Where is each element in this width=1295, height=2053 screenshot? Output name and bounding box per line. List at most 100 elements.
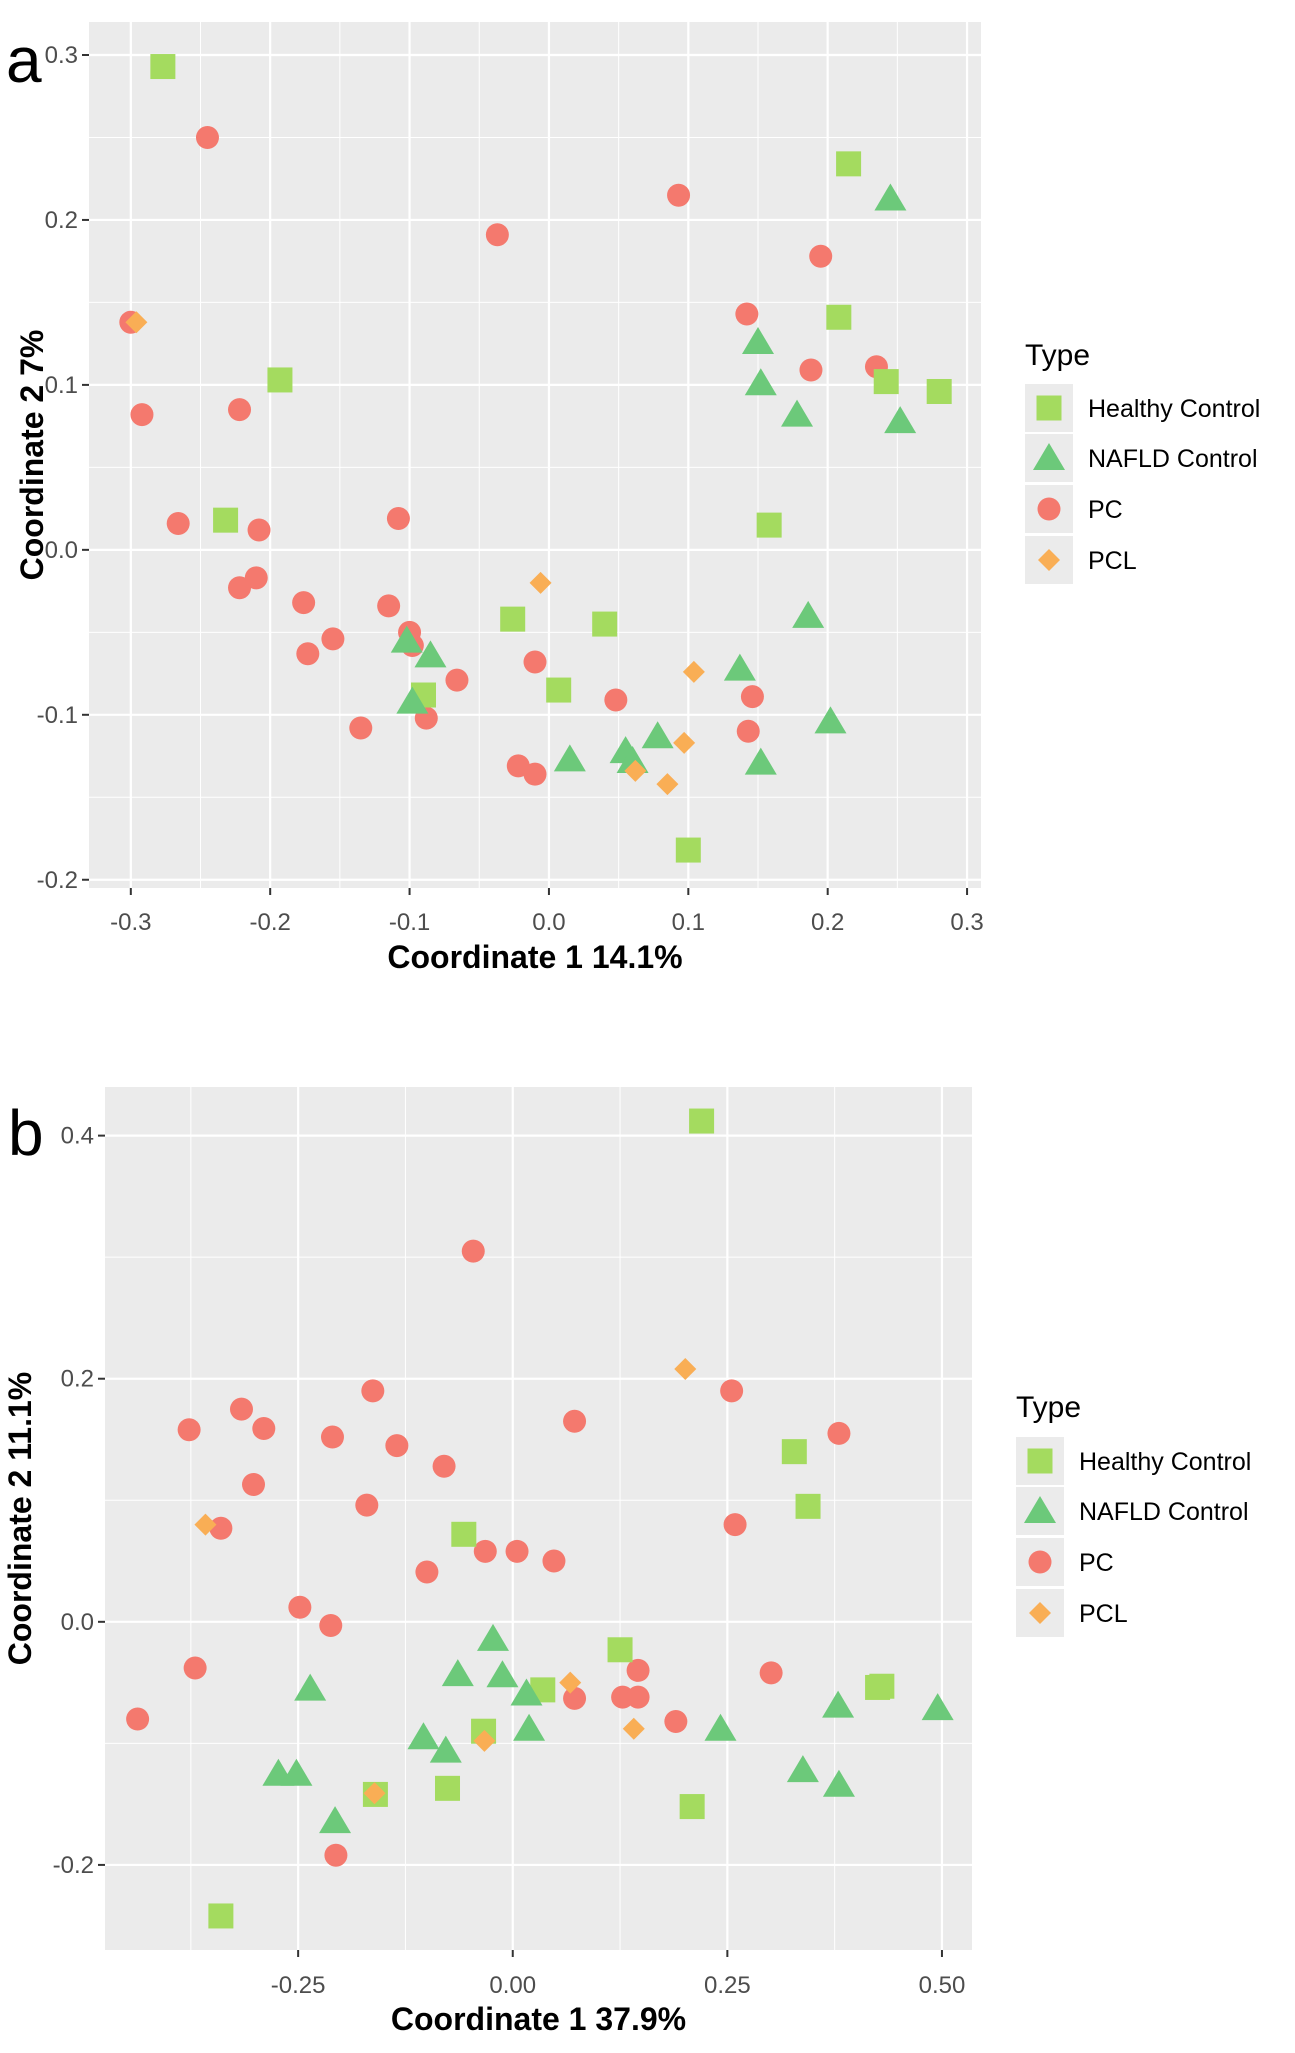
pc-point [736,719,760,743]
x-tick-label: -0.2 [250,909,291,936]
healthy-control-point [451,1521,477,1547]
healthy-control-point [208,1903,234,1929]
y-tick-label: -0.2 [37,867,78,894]
pc-point [209,1516,233,1540]
pc-point [130,403,154,427]
panel-label: b [8,1097,44,1169]
pc-point [505,1539,529,1563]
legend-item-pc: PC [1025,485,1123,533]
pc-point [324,1843,348,1867]
legend-key-circle [1037,497,1061,521]
nafld-control-point [280,1758,313,1786]
pc-point [288,1595,312,1619]
nafld-control-point [429,1735,462,1763]
nafld-control-point [477,1623,510,1651]
x-tick-label: 0.1 [672,909,705,936]
pc-point [361,1379,385,1403]
x-tick-label: 0.3 [950,909,983,936]
healthy-control-point [781,1439,807,1465]
series-pc [126,1239,851,1867]
pc-point [809,244,833,268]
pc-point [177,1418,201,1442]
pcl-point [194,1513,217,1536]
plot-background [89,22,981,888]
pcl-point [622,1717,645,1740]
pc-point [377,594,401,618]
nafld-control-point [874,183,907,211]
healthy-control-point [795,1493,821,1519]
healthy-control-point [500,606,526,632]
x-tick-label: -0.1 [389,909,430,936]
pc-point [247,518,271,542]
pc-point [195,125,219,149]
nafld-control-point [723,653,756,681]
x-axis-title: Coordinate 1 14.1% [387,939,682,975]
nafld-control-point [441,1659,474,1687]
pc-point [242,1472,266,1496]
nafld-control-point [319,1806,352,1834]
nafld-control-point [414,640,447,668]
pc-point [445,668,469,692]
healthy-control-point [213,507,239,533]
nafld-control-point [704,1713,737,1741]
pc-point [563,1409,587,1433]
pc-point [319,1613,343,1637]
nafld-control-point [822,1769,855,1797]
legend-key-triangle [1024,1496,1056,1523]
y-axis-title: Coordinate 2 7% [14,330,50,581]
pc-point [355,1493,379,1517]
pc-point [126,1707,150,1731]
pcl-point [674,1357,697,1380]
healthy-control-point [607,1637,633,1663]
legend-key-diamond [1038,549,1060,571]
pc-point [626,1658,650,1682]
nafld-control-point [744,368,777,396]
series-pcl [194,1357,697,1805]
y-axis-title: Coordinate 2 11.1% [2,1372,38,1665]
pc-point [485,223,509,247]
pc-point [799,358,823,382]
y-tick-label: 0.4 [61,1123,94,1150]
pcl-point [363,1782,386,1805]
pc-point [386,507,410,531]
healthy-control-point [869,1673,895,1699]
legend: Type Healthy Control NAFLD Control PC PCL [1025,339,1260,584]
pc-point [523,762,547,786]
x-tick-label: 0.2 [811,909,844,936]
legend-label: PCL [1079,1600,1128,1628]
legend-item-pc: PC [1016,1538,1114,1586]
legend-item-nafld-control: NAFLD Control [1025,434,1258,482]
pc-point [252,1417,276,1441]
legend-key-triangle [1033,443,1065,470]
nafld-control-point [814,706,847,734]
nafld-control-point [744,747,777,775]
series-healthy-control [150,54,952,863]
nafld-control-point [884,406,917,434]
healthy-control-point [756,512,782,538]
legend-key-circle [1028,1550,1052,1574]
y-tick-label: 0.2 [61,1366,94,1393]
nafld-control-point [390,625,423,653]
healthy-control-point [873,369,899,395]
healthy-control-point [679,1794,705,1820]
nafld-control-point [553,744,586,772]
pc-point [244,566,268,590]
pc-point [563,1686,587,1710]
healthy-control-point [546,677,572,703]
y-tick-label: 0.2 [45,207,78,234]
legend-label: Healthy Control [1079,1448,1251,1476]
nafld-control-point [294,1673,327,1701]
y-tick-label: 0.0 [61,1609,94,1636]
pc-point [667,183,691,207]
healthy-control-point [926,378,952,404]
healthy-control-point [435,1775,461,1801]
nafld-control-point [822,1690,855,1718]
pc-point [321,627,345,651]
x-tick-label: -0.25 [271,1972,326,1999]
healthy-control-point [592,611,618,637]
legend-item-pcl: PCL [1025,536,1137,584]
x-tick-label: 0.0 [532,909,565,936]
pc-point [735,302,759,326]
pc-point [229,1397,253,1421]
panel-b: -0.25 0.00 0.25 0.50 -0.2 0.0 0.2 0.4 b Coordinat… [2,1087,1251,2037]
